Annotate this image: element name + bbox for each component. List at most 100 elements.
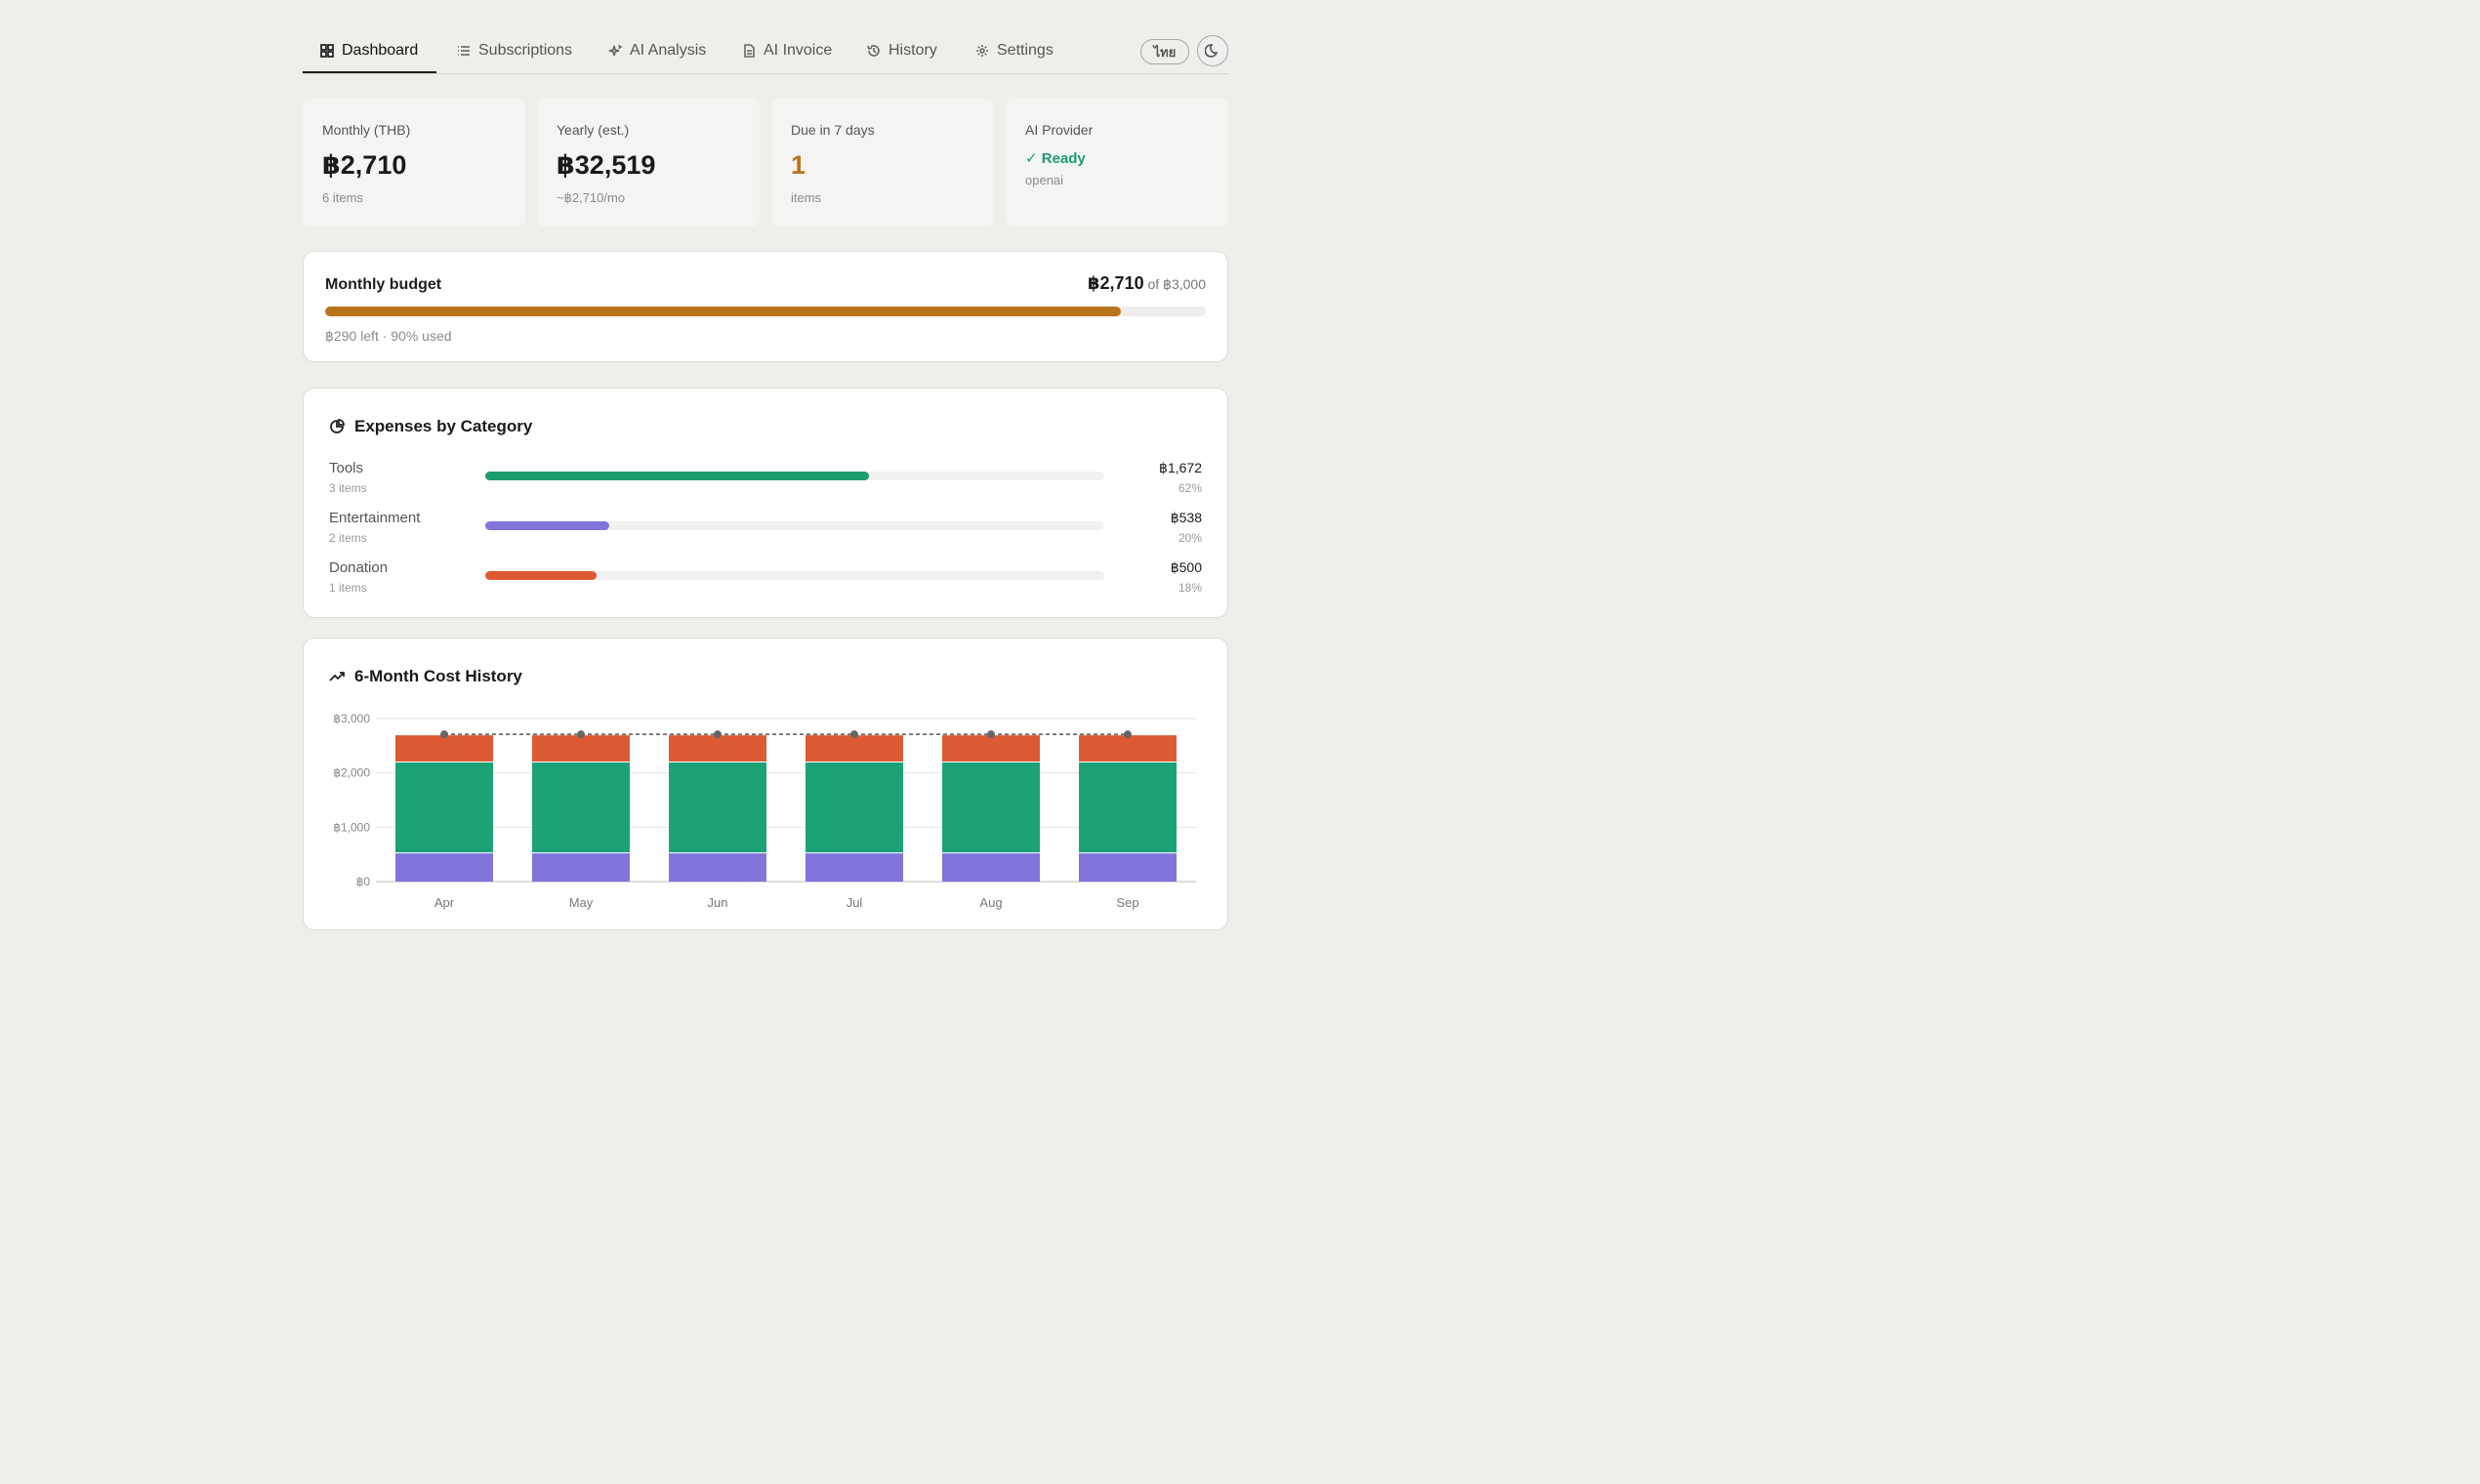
history-header: 6-Month Cost History [329, 667, 522, 686]
bar-segment [1079, 853, 1177, 882]
total-point [850, 730, 858, 739]
bar-segment [669, 735, 766, 762]
cost-history-chart: ฿0 ฿1,000 ฿2,000 ฿3,000 Apr May Jun Jul Aug Sep [333, 712, 1196, 910]
x-tick-label: May [569, 895, 594, 910]
category-amount: ฿1,672 [1159, 460, 1202, 475]
stat-sub: ~฿2,710/mo [557, 190, 626, 205]
category-row-tools: Tools 3 items ฿1,672 62% [329, 460, 1202, 499]
bar-segment [532, 762, 630, 853]
budget-progress-bar [325, 307, 1206, 316]
stat-label: Monthly (THB) [322, 122, 411, 138]
stat-value: ฿32,519 [557, 150, 656, 180]
history-title: 6-Month Cost History [354, 667, 522, 685]
bar-segment [1079, 762, 1177, 853]
total-point [714, 730, 722, 739]
y-tick-label: ฿1,000 [333, 820, 370, 834]
category-percent: 20% [1178, 531, 1202, 545]
total-point [577, 730, 585, 739]
tab-label: AI Invoice [764, 42, 833, 59]
ai-provider-stat-card: AI Provider ✓ Ready openai [1006, 99, 1228, 227]
category-percent: 62% [1178, 481, 1202, 495]
tab-label: AI Analysis [630, 42, 707, 59]
category-name: Donation [329, 559, 389, 576]
budget-spent: ฿2,710 [1088, 273, 1144, 293]
y-tick-label: ฿2,000 [333, 766, 370, 780]
category-count: 2 items [329, 531, 367, 545]
language-toggle-button[interactable]: ไทย [1140, 39, 1189, 64]
tab-history[interactable]: History [867, 37, 937, 64]
tab-label: Subscriptions [478, 42, 573, 59]
ai-provider-name: openai [1025, 173, 1064, 187]
history-panel: 6-Month Cost History ฿0 ฿1,000 ฿2,000 ฿3,00… [303, 638, 1228, 930]
monthly-stat-card: Monthly (THB) ฿2,710 6 items [303, 99, 525, 227]
bar-segment [806, 762, 903, 853]
bar-segment [395, 853, 493, 882]
tab-subscriptions[interactable]: Subscriptions [457, 37, 572, 64]
total-point [1124, 730, 1132, 739]
tab-label: History [889, 42, 937, 59]
stat-sub: 6 items [322, 190, 363, 205]
total-point [987, 730, 995, 739]
moon-icon [1205, 44, 1219, 58]
sparkle-icon [608, 44, 622, 57]
tab-ai-analysis[interactable]: AI Analysis [608, 37, 706, 64]
category-row-entertainment: Entertainment 2 items ฿538 20% [329, 510, 1202, 549]
category-name: Entertainment [329, 510, 421, 526]
category-bar [485, 521, 1104, 530]
tab-label: Dashboard [342, 42, 419, 59]
x-tick-label: Jul [847, 895, 863, 910]
stat-label: Due in 7 days [791, 122, 875, 138]
category-amount: ฿538 [1170, 510, 1202, 525]
x-tick-label: Aug [979, 895, 1002, 910]
category-title: Expenses by Category [354, 417, 533, 435]
list-icon [458, 46, 470, 56]
bar-segment [806, 853, 903, 882]
category-row-donation: Donation 1 items ฿500 18% [329, 559, 1202, 598]
bar-segment [532, 735, 630, 762]
x-tick-label: Jun [708, 895, 728, 910]
pie-chart-icon [330, 419, 345, 433]
tab-dashboard[interactable]: Dashboard [320, 37, 418, 64]
top-nav: Dashboard Subscriptions AI Analysis AI I… [303, 0, 1228, 74]
budget-progress-fill [325, 307, 1121, 316]
bar-segment [1079, 735, 1177, 762]
category-percent: 18% [1178, 581, 1202, 595]
yearly-stat-card: Yearly (est.) ฿32,519 ~฿2,710/mo [537, 99, 760, 227]
category-count: 1 items [329, 581, 367, 595]
category-panel: Expenses by Category Tools 3 items ฿1,67… [303, 388, 1228, 618]
category-bar-fill [485, 521, 609, 530]
ai-status: ✓ Ready [1025, 150, 1086, 167]
x-tick-label: Apr [434, 895, 455, 910]
gear-icon [976, 45, 988, 57]
bar-segment [395, 762, 493, 853]
bar-segment [942, 762, 1040, 853]
y-tick-label: ฿3,000 [333, 712, 370, 725]
stat-label: AI Provider [1025, 122, 1094, 138]
budget-total: of ฿3,000 [1147, 276, 1206, 292]
category-bar-fill [485, 472, 870, 480]
history-icon [867, 45, 880, 57]
theme-toggle-button[interactable] [1197, 35, 1228, 66]
tab-settings[interactable]: Settings [975, 37, 1054, 64]
y-tick-label: ฿0 [356, 875, 371, 888]
x-tick-label: Sep [1116, 895, 1138, 910]
document-icon [744, 44, 755, 58]
stat-sub: items [791, 190, 822, 205]
category-count: 3 items [329, 481, 367, 495]
tab-ai-invoice[interactable]: AI Invoice [742, 37, 832, 64]
bar-segment [532, 853, 630, 882]
grid-icon [320, 44, 334, 58]
bar-segment [942, 735, 1040, 762]
category-header: Expenses by Category [329, 417, 532, 436]
active-tab-indicator [303, 71, 436, 73]
tab-label: Settings [997, 42, 1054, 59]
category-bar [485, 571, 1104, 580]
budget-note: ฿290 left · 90% used [325, 328, 452, 344]
trend-up-icon [329, 672, 345, 681]
bar-segment [669, 853, 766, 882]
category-bar [485, 472, 1104, 480]
budget-title: Monthly budget [325, 276, 442, 293]
bar-segment [942, 853, 1040, 882]
total-point [440, 730, 448, 739]
stat-value: ฿2,710 [322, 150, 407, 180]
